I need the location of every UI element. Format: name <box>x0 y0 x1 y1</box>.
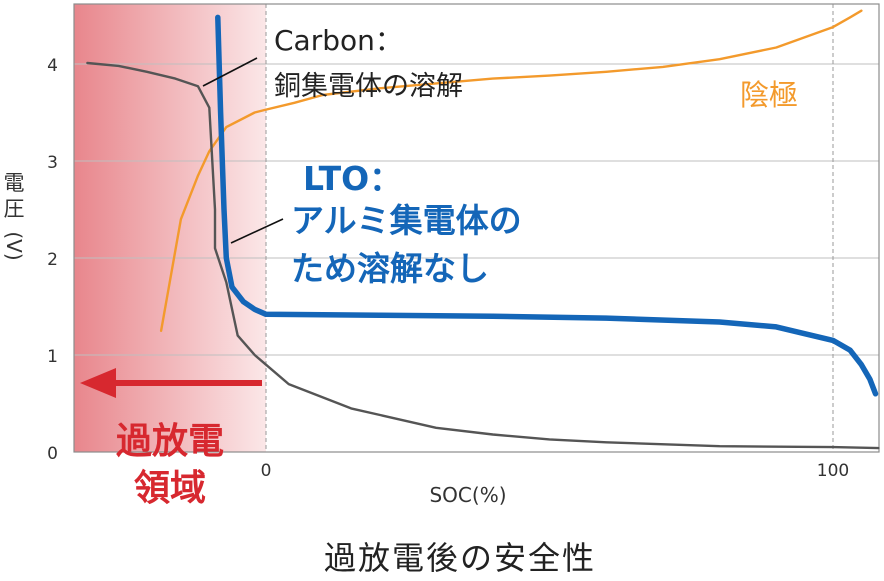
x-axis-label: SOC(%) <box>429 483 506 507</box>
carbon-leader-line <box>202 57 258 87</box>
y-tick-label: 0 <box>47 444 58 464</box>
region-label: 領域 <box>134 467 206 509</box>
lto-label: ため溶解なし <box>291 249 489 288</box>
over-discharge-arrowhead <box>80 368 116 398</box>
y-tick-label: 2 <box>47 250 58 270</box>
y-tick-label: 1 <box>47 347 58 367</box>
x-tick-label: 0 <box>261 461 272 481</box>
plot-frame <box>73 3 880 453</box>
cathode-label: 陰極 <box>740 78 798 112</box>
region-label: 過放電 <box>116 421 224 462</box>
y-axis-label: (V) <box>2 231 26 260</box>
lto-label: LTO： <box>303 159 402 198</box>
series-line-carbon <box>86 61 880 450</box>
carbon-label: Carbon： <box>274 24 403 57</box>
carbon-label: 銅集電体の溶解 <box>274 71 463 102</box>
y-axis-label: 電 <box>4 171 25 195</box>
caption: 過放電後の安全性 <box>324 539 596 577</box>
x-tick-label: 100 <box>817 461 849 481</box>
series-line-cathode <box>159 9 863 332</box>
y-tick-label: 3 <box>47 153 58 173</box>
lto-leader-line <box>230 218 284 244</box>
y-tick-label: 4 <box>47 56 58 76</box>
series-line-lto <box>215 14 879 397</box>
lto-label: アルミ集電体の <box>291 201 522 240</box>
y-axis-label: 圧 <box>4 197 25 221</box>
